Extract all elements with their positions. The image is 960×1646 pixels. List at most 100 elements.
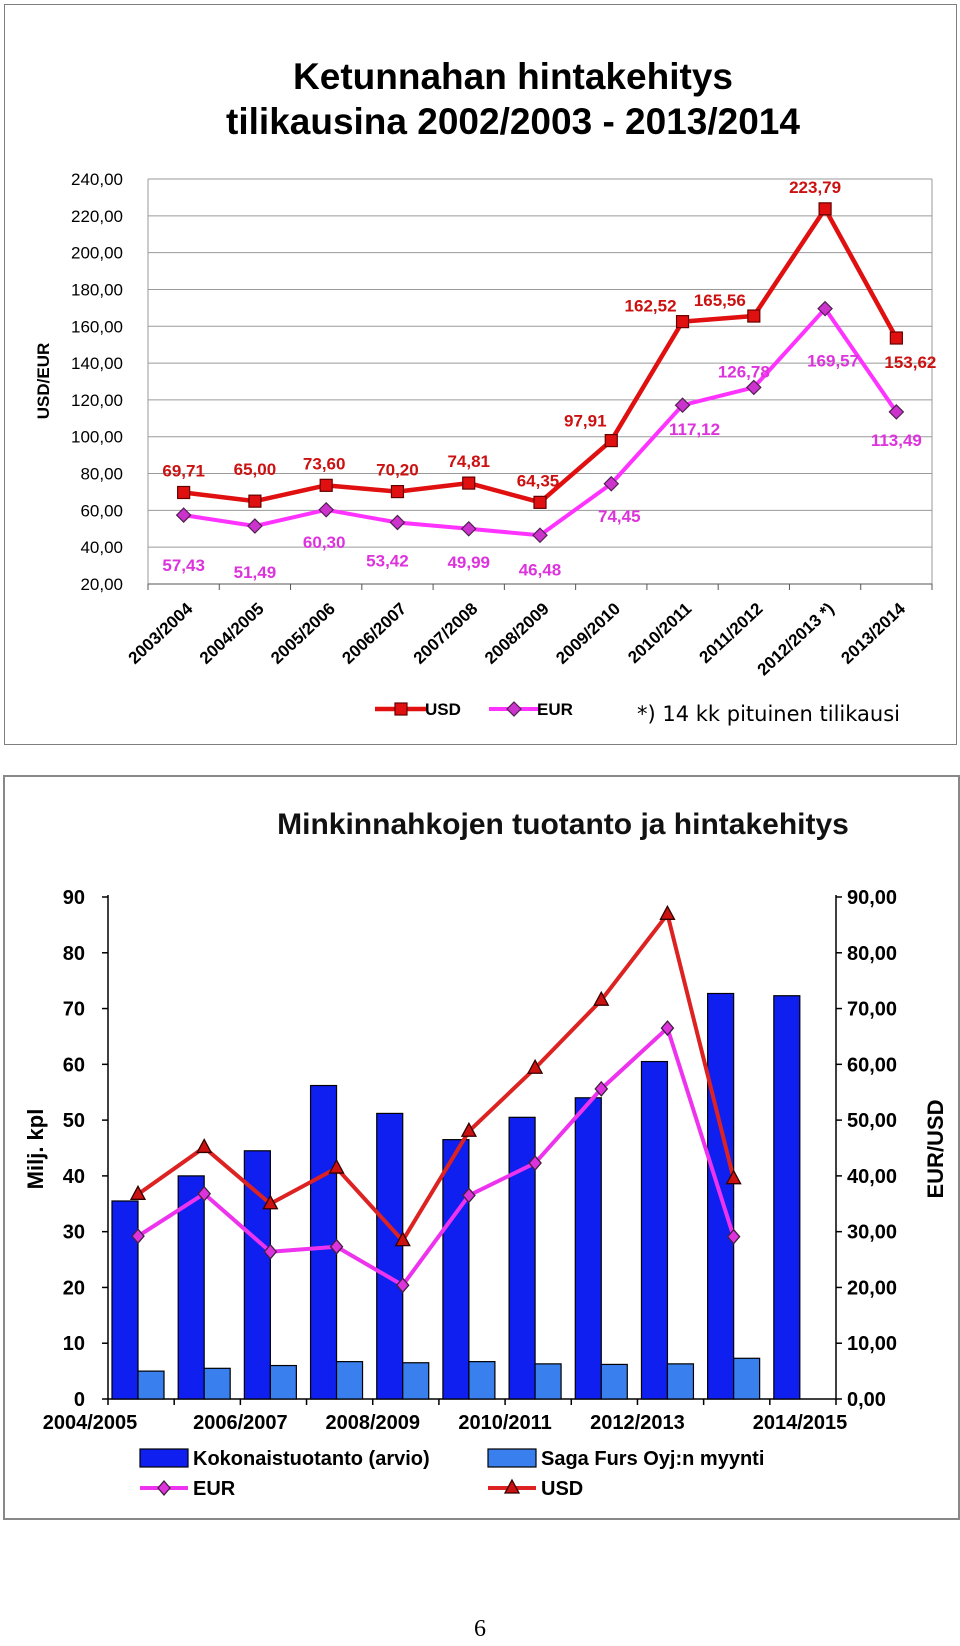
bar-total-production bbox=[641, 1062, 667, 1399]
data-label-usd: 162,52 bbox=[625, 297, 677, 316]
usd-marker bbox=[677, 316, 689, 328]
y-tick-label: 120,00 bbox=[71, 391, 123, 410]
x-tick-label: 2013/2014 bbox=[837, 599, 909, 668]
bar-total-production bbox=[377, 1113, 403, 1399]
data-label-eur: 126,78 bbox=[718, 362, 770, 381]
legend-total-swatch bbox=[140, 1449, 188, 1467]
eur-marker bbox=[390, 515, 404, 529]
data-label-eur: 57,43 bbox=[162, 556, 205, 575]
y-tick-label: 220,00 bbox=[71, 207, 123, 226]
data-label-usd: 165,56 bbox=[694, 291, 746, 310]
data-label-usd: 64,35 bbox=[517, 471, 560, 490]
data-label-usd: 69,71 bbox=[162, 461, 205, 480]
eur-marker bbox=[319, 503, 333, 517]
y2-tick-label: 20,00 bbox=[847, 1277, 897, 1299]
y-tick-label: 0 bbox=[74, 1389, 85, 1411]
legend-usd-marker bbox=[395, 703, 407, 715]
bar-saga-sales bbox=[535, 1364, 561, 1399]
x-tick-label: 2011/2012 bbox=[696, 599, 767, 667]
usd-marker bbox=[605, 435, 617, 447]
y-tick-label: 160,00 bbox=[71, 317, 123, 336]
y-tick-label: 80 bbox=[63, 943, 85, 965]
x-tick-label: 2005/2006 bbox=[267, 599, 339, 668]
x-tick-label: 2010/2011 bbox=[458, 1412, 551, 1434]
bar-saga-sales bbox=[667, 1364, 693, 1399]
data-label-eur: 46,48 bbox=[519, 560, 562, 579]
data-label-usd: 73,60 bbox=[303, 454, 346, 473]
eur-marker bbox=[248, 519, 262, 533]
data-label-eur: 117,12 bbox=[669, 420, 720, 439]
y2-tick-label: 70,00 bbox=[847, 999, 897, 1021]
y-tick-label: 10 bbox=[63, 1333, 85, 1355]
y2-tick-label: 10,00 bbox=[847, 1333, 897, 1355]
bar-total-production bbox=[244, 1151, 270, 1399]
x-tick-label: 2004/2005 bbox=[43, 1412, 138, 1434]
x-tick-label: 2003/2004 bbox=[125, 599, 197, 668]
y-tick-label: 40 bbox=[63, 1166, 85, 1188]
y-tick-label: 90 bbox=[63, 887, 85, 909]
x-tick-label: 2009/2010 bbox=[552, 599, 624, 668]
usd-marker bbox=[391, 486, 403, 498]
y-axis-label: Milj. kpl bbox=[23, 1109, 48, 1190]
x-tick-label: 2012/2013 bbox=[590, 1412, 685, 1434]
bar-total-production bbox=[509, 1117, 535, 1399]
legend-total-label: Kokonaistuotanto (arvio) bbox=[193, 1448, 430, 1470]
x-tick-label: 2008/2009 bbox=[325, 1412, 420, 1434]
data-label-eur: 51,49 bbox=[234, 563, 277, 582]
usd-marker bbox=[748, 310, 760, 322]
x-tick-label: 2006/2007 bbox=[338, 599, 410, 668]
usd-marker bbox=[463, 477, 475, 489]
usd-marker bbox=[178, 486, 190, 498]
y-tick-label: 140,00 bbox=[71, 354, 123, 373]
y-tick-label: 240,00 bbox=[71, 170, 123, 189]
y2-tick-label: 60,00 bbox=[847, 1054, 897, 1076]
y-tick-label: 30 bbox=[63, 1222, 85, 1244]
y-tick-label: 20,00 bbox=[80, 575, 123, 594]
y-tick-label: 200,00 bbox=[71, 244, 123, 263]
usd-marker bbox=[249, 495, 261, 507]
data-label-usd: 153,62 bbox=[884, 353, 936, 372]
fox-price-chart: Ketunnahan hintakehitys tilikausina 2002/… bbox=[4, 4, 957, 745]
usd-marker bbox=[320, 479, 332, 491]
y2-tick-label: 80,00 bbox=[847, 943, 897, 965]
page-number: 6 bbox=[0, 1616, 960, 1643]
bar-saga-sales bbox=[601, 1364, 627, 1399]
legend-eur-label: EUR bbox=[537, 700, 573, 719]
chart-title: Ketunnahan hintakehitys bbox=[293, 56, 733, 97]
x-tick-label: 2006/2007 bbox=[193, 1412, 288, 1434]
bar-total-production bbox=[774, 996, 800, 1399]
legend-saga-swatch bbox=[488, 1449, 536, 1467]
data-label-usd: 97,91 bbox=[564, 412, 607, 431]
x-tick-label: 2014/2015 bbox=[753, 1412, 848, 1434]
y-tick-label: 70 bbox=[63, 999, 85, 1021]
bar-total-production bbox=[575, 1098, 601, 1399]
usd-marker bbox=[660, 906, 674, 919]
legend-eur-label: EUR bbox=[193, 1478, 236, 1500]
data-label-usd: 223,79 bbox=[789, 178, 841, 197]
data-label-eur: 53,42 bbox=[366, 551, 409, 570]
y-tick-label: 60,00 bbox=[80, 501, 123, 520]
bar-saga-sales bbox=[469, 1362, 495, 1399]
data-label-usd: 65,00 bbox=[234, 460, 277, 479]
bar-saga-sales bbox=[270, 1366, 296, 1399]
chart-title: Minkinnahkojen tuotanto ja hintakehitys bbox=[277, 808, 849, 841]
bar-saga-sales bbox=[403, 1363, 429, 1399]
data-label-usd: 70,20 bbox=[376, 461, 419, 480]
bar-saga-sales bbox=[138, 1371, 164, 1399]
y-tick-label: 100,00 bbox=[71, 428, 123, 447]
x-tick-label: 2004/2005 bbox=[196, 599, 268, 668]
x-tick-label: 2012/2013 *) bbox=[754, 599, 838, 679]
usd-marker bbox=[890, 332, 902, 344]
y-tick-label: 40,00 bbox=[80, 538, 123, 557]
bar-saga-sales bbox=[204, 1368, 230, 1399]
y2-tick-label: 30,00 bbox=[847, 1222, 897, 1244]
y-tick-label: 50 bbox=[63, 1110, 85, 1132]
chart-subtitle: tilikausina 2002/2003 - 2013/2014 bbox=[226, 101, 800, 142]
usd-marker bbox=[197, 1139, 211, 1152]
y2-tick-label: 50,00 bbox=[847, 1110, 897, 1132]
eur-marker bbox=[462, 522, 476, 536]
data-label-eur: 60,30 bbox=[303, 533, 346, 552]
data-label-eur: 49,99 bbox=[447, 553, 490, 572]
legend-usd-label: USD bbox=[541, 1478, 583, 1500]
y-axis-label: USD/EUR bbox=[34, 343, 53, 420]
